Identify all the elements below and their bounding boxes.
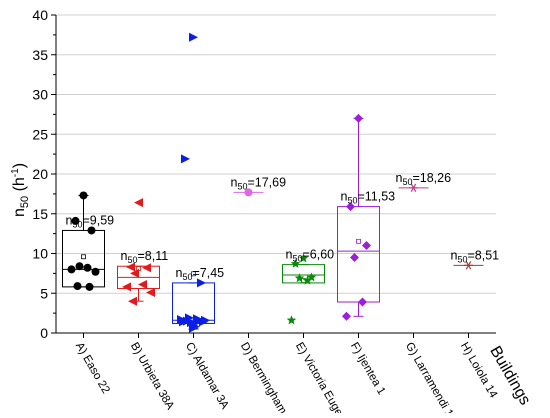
data-point bbox=[122, 282, 131, 292]
data-point bbox=[298, 253, 309, 263]
data-point bbox=[134, 198, 143, 208]
data-point bbox=[126, 262, 135, 272]
x-tick-label: E) Victoria Eugenia bbox=[293, 341, 353, 414]
y-tick-label: 20 bbox=[32, 166, 48, 182]
data-point bbox=[128, 296, 137, 306]
mean-annotation: n50=11,53 bbox=[341, 190, 396, 206]
data-point bbox=[342, 311, 351, 321]
data-point bbox=[302, 275, 313, 285]
y-tick-label: 0 bbox=[40, 325, 48, 341]
data-point bbox=[181, 154, 190, 164]
data-point bbox=[87, 226, 96, 235]
x-tick-label: B) Urbieta 38A bbox=[128, 341, 176, 413]
data-point bbox=[75, 262, 84, 271]
x-axis-title: Buildings bbox=[486, 343, 533, 408]
mean-annotation: n50=8,11 bbox=[121, 249, 169, 265]
mean-marker bbox=[81, 254, 86, 260]
mean-annotation: n50=6,60 bbox=[286, 248, 335, 264]
boxes bbox=[62, 117, 484, 330]
data-point bbox=[199, 317, 208, 327]
data-point bbox=[130, 268, 139, 278]
data-point bbox=[146, 287, 155, 297]
y-tick-label: 5 bbox=[40, 285, 48, 301]
mean-annotation: n50=7,45 bbox=[176, 266, 225, 282]
box bbox=[62, 229, 105, 288]
data-point bbox=[244, 188, 253, 197]
data-point bbox=[286, 315, 297, 325]
y-tick-label: 30 bbox=[32, 87, 48, 103]
data-point bbox=[409, 183, 418, 193]
x-tick-label: C) Aldamar 3A bbox=[183, 341, 231, 412]
data-point bbox=[306, 272, 317, 282]
asterisk-stroke bbox=[410, 183, 417, 193]
data-point bbox=[290, 258, 301, 268]
data-point bbox=[83, 263, 92, 272]
data-point bbox=[142, 263, 151, 273]
y-tick-label: 35 bbox=[32, 47, 48, 63]
axes: 0 5 10 15 20 25 30 35 40 A) Easo 22 B) Urbieta 38A… bbox=[32, 7, 499, 418]
data-point bbox=[85, 282, 94, 291]
x-tick-label: G) Larramendi 13 bbox=[403, 341, 458, 414]
x-tick-label: A) Easo 22 bbox=[73, 341, 112, 396]
mean-marker bbox=[356, 238, 361, 244]
asterisk-stroke bbox=[465, 261, 472, 270]
x-tick-label: D) Bermingham 11 bbox=[238, 341, 296, 414]
y-tick-label: 25 bbox=[32, 126, 48, 142]
mean-marker bbox=[191, 271, 196, 277]
y-axis-title: n50 (h-1) bbox=[10, 163, 31, 217]
data-point bbox=[67, 265, 76, 274]
data-point bbox=[464, 261, 473, 270]
mean-annotation: n50=9,59 bbox=[66, 213, 115, 229]
data-point bbox=[91, 267, 100, 276]
data-points bbox=[67, 32, 473, 333]
box bbox=[337, 206, 380, 303]
box-group bbox=[117, 265, 160, 302]
box-group bbox=[282, 264, 325, 284]
data-point bbox=[73, 282, 82, 291]
y-tick-label: 15 bbox=[32, 206, 48, 222]
mean-annotation: n50=17,69 bbox=[231, 175, 287, 191]
grid-lines bbox=[56, 14, 496, 294]
data-point bbox=[362, 241, 371, 251]
labels: n50=9,59 n50=8,11 n50=7,45 n50=17,69 n50=6,6… bbox=[66, 171, 500, 282]
data-point bbox=[354, 113, 363, 123]
box-group bbox=[337, 117, 380, 317]
y-tick-label: 40 bbox=[32, 7, 48, 23]
data-point bbox=[189, 32, 198, 42]
data-point bbox=[358, 297, 367, 307]
data-point bbox=[179, 317, 188, 327]
data-point bbox=[350, 252, 359, 262]
y-tick-label: 10 bbox=[32, 246, 48, 262]
data-point bbox=[346, 202, 355, 212]
mean-annotation: n50=8,51 bbox=[451, 248, 500, 264]
data-point bbox=[79, 191, 88, 200]
data-point bbox=[71, 216, 80, 225]
data-point bbox=[189, 323, 198, 333]
data-point bbox=[294, 273, 305, 283]
data-point bbox=[197, 278, 206, 288]
x-tick-label: F) Ijentea 1 bbox=[348, 341, 387, 397]
mean-annotation: n50=18,26 bbox=[396, 171, 452, 187]
data-point bbox=[138, 280, 147, 290]
